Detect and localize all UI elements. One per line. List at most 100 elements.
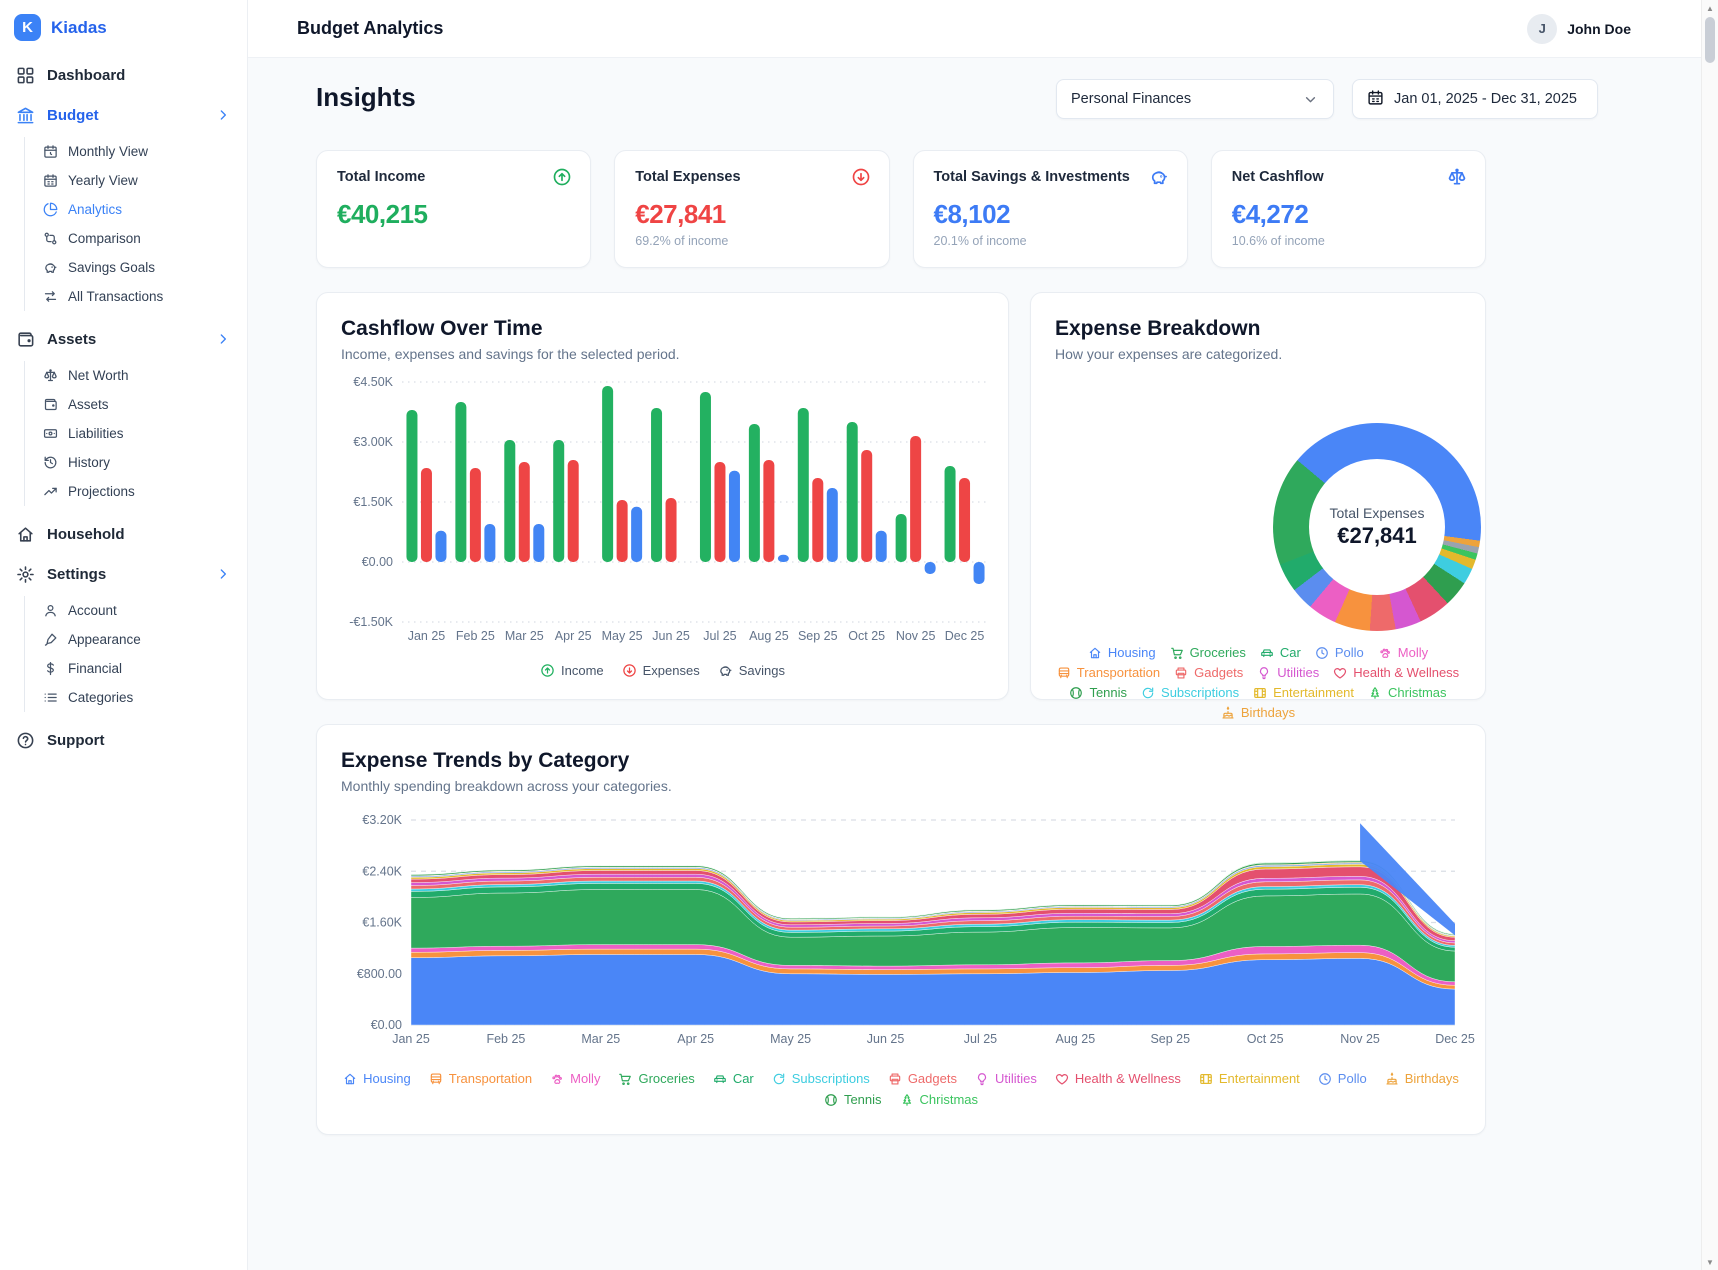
- legend-item-molly[interactable]: Molly: [1378, 645, 1428, 660]
- legend-item-transportation[interactable]: Transportation: [429, 1071, 532, 1086]
- legend-item-transportation[interactable]: Transportation: [1057, 665, 1160, 680]
- grid-icon: [17, 67, 34, 83]
- sidebar-item-yearly-view[interactable]: Yearly View: [37, 166, 239, 195]
- svg-text:€3.00K: €3.00K: [353, 435, 393, 449]
- scroll-up-icon[interactable]: ▲: [1706, 3, 1714, 13]
- sidebar-item-label: Comparison: [68, 231, 141, 246]
- upc-icon: [553, 168, 571, 186]
- sidebar-item-settings[interactable]: Settings: [8, 554, 239, 594]
- legend-item-christmas[interactable]: Christmas: [1368, 685, 1447, 700]
- sidebar-item-support[interactable]: Support: [8, 720, 239, 760]
- sidebar-item-dashboard[interactable]: Dashboard: [8, 55, 239, 95]
- sidebar-item-assets[interactable]: Assets: [8, 319, 239, 359]
- scope-select[interactable]: Personal Finances: [1056, 79, 1334, 119]
- legend-item-housing[interactable]: Housing: [1088, 645, 1156, 660]
- donut-center-label: Total Expenses: [1329, 505, 1425, 521]
- sidebar-item-net-worth[interactable]: Net Worth: [37, 361, 239, 390]
- stat-label: Total Savings & Investments: [933, 169, 1130, 185]
- legend-item-utilities[interactable]: Utilities: [975, 1071, 1037, 1086]
- svg-text:Nov 25: Nov 25: [896, 629, 936, 643]
- sidebar-item-all-transactions[interactable]: All Transactions: [37, 282, 239, 311]
- avatar[interactable]: J: [1527, 13, 1558, 44]
- legend-label: Pollo: [1337, 1071, 1367, 1086]
- sidebar-item-budget[interactable]: Budget: [8, 95, 239, 135]
- legend-item-subscriptions[interactable]: Subscriptions: [772, 1071, 870, 1086]
- legend-item-tennis[interactable]: Tennis: [824, 1092, 882, 1107]
- legend-item-pollo[interactable]: Pollo: [1315, 645, 1364, 660]
- legend-item-savings[interactable]: Savings: [718, 663, 785, 678]
- legend-item-housing[interactable]: Housing: [343, 1071, 411, 1086]
- legend-item-subscriptions[interactable]: Subscriptions: [1141, 685, 1239, 700]
- calendar-icon: [1368, 89, 1383, 105]
- legend-item-groceries[interactable]: Groceries: [618, 1071, 695, 1086]
- legend-item-gadgets[interactable]: Gadgets: [1174, 665, 1243, 680]
- cashflow-card: Cashflow Over Time Income, expenses and …: [316, 292, 1009, 700]
- pie-icon: [43, 202, 58, 217]
- user-name: John Doe: [1567, 20, 1631, 37]
- scrollbar-thumb[interactable]: [1705, 17, 1715, 63]
- svg-text:€0.00: €0.00: [362, 555, 393, 569]
- sidebar-item-assets[interactable]: Assets: [37, 390, 239, 419]
- sidebar-item-history[interactable]: History: [37, 448, 239, 477]
- legend-item-utilities[interactable]: Utilities: [1257, 665, 1319, 680]
- donut-center: Total Expenses €27,841: [1309, 459, 1445, 595]
- legend-item-pollo[interactable]: Pollo: [1318, 1071, 1367, 1086]
- legend-item-groceries[interactable]: Groceries: [1170, 645, 1246, 660]
- sidebar-item-household[interactable]: Household: [8, 514, 239, 554]
- legend-item-income[interactable]: Income: [540, 663, 604, 678]
- legend-item-entertainment[interactable]: Entertainment: [1199, 1071, 1300, 1086]
- legend-item-expenses[interactable]: Expenses: [622, 663, 700, 678]
- legend-item-molly[interactable]: Molly: [550, 1071, 600, 1086]
- sidebar-item-label: Support: [47, 731, 105, 749]
- legend-item-gadgets[interactable]: Gadgets: [888, 1071, 957, 1086]
- date-range-button[interactable]: Jan 01, 2025 - Dec 31, 2025: [1352, 79, 1598, 119]
- legend-item-car[interactable]: Car: [1260, 645, 1301, 660]
- sidebar-item-monthly-view[interactable]: Monthly View: [37, 137, 239, 166]
- sidebar-item-projections[interactable]: Projections: [37, 477, 239, 506]
- breakdown-title: Expense Breakdown: [1055, 317, 1261, 340]
- sidebar-item-label: History: [68, 455, 111, 470]
- legend-item-birthdays[interactable]: Birthdays: [1221, 705, 1295, 720]
- sidebar-item-analytics[interactable]: Analytics: [37, 195, 239, 224]
- legend-item-christmas[interactable]: Christmas: [900, 1092, 978, 1107]
- sidebar-item-label: Account: [68, 603, 117, 618]
- sidebar-item-appearance[interactable]: Appearance: [37, 625, 239, 654]
- scroll-down-icon[interactable]: ▼: [1706, 1257, 1714, 1267]
- legend-item-entertainment[interactable]: Entertainment: [1253, 685, 1354, 700]
- sidebar-item-label: Yearly View: [68, 173, 138, 188]
- legend-label: Birthdays: [1240, 705, 1296, 720]
- sidebar-item-categories[interactable]: Categories: [37, 683, 239, 712]
- sidebar-item-liabilities[interactable]: Liabilities: [37, 419, 239, 448]
- legend-item-health[interactable]: Health & Wellness: [1055, 1071, 1181, 1086]
- legend-label: Utilities: [1277, 665, 1320, 680]
- legend-label: Car: [1279, 645, 1301, 660]
- sidebar-item-account[interactable]: Account: [37, 596, 239, 625]
- piggy-icon: [1151, 171, 1167, 185]
- legend-item-health[interactable]: Health & Wellness: [1333, 665, 1459, 680]
- dollar-icon: [47, 661, 54, 676]
- legend-item-birthdays[interactable]: Birthdays: [1385, 1071, 1459, 1086]
- donut-chart[interactable]: Total Expenses €27,841: [1273, 423, 1481, 631]
- wallet-icon: [44, 398, 57, 411]
- sidebar-item-label: Settings: [47, 565, 107, 583]
- sidebar-item-comparison[interactable]: Comparison: [37, 224, 239, 253]
- paw-icon: [1380, 648, 1390, 658]
- cashflow-chart[interactable]: €4.50K €3.00K €1.50K €0.00 -€1.50K Jan 25 Feb …: [341, 362, 996, 652]
- sidebar-item-label: All Transactions: [68, 289, 164, 304]
- legend-label: Birthdays: [1404, 1071, 1459, 1086]
- sidebar-group-budget: Monthly View Yearly View Analytics Comparis…: [24, 137, 239, 311]
- scrollbar[interactable]: ▲ ▼: [1701, 0, 1718, 1270]
- banknote-icon: [43, 429, 58, 438]
- cake-icon: [1222, 706, 1234, 719]
- user-menu[interactable]: J John Doe: [1527, 13, 1631, 44]
- stat-cards: Total Income €40,215 Total Expenses €27,841…: [316, 150, 1486, 268]
- svg-text:€1.60K: €1.60K: [362, 916, 402, 930]
- tennis-icon: [1070, 686, 1083, 699]
- legend-item-car[interactable]: Car: [713, 1071, 754, 1086]
- sidebar-item-financial[interactable]: Financial: [37, 654, 239, 683]
- legend-item-tennis[interactable]: Tennis: [1069, 685, 1127, 700]
- chevron-right-icon: [220, 334, 226, 344]
- help-icon: [17, 732, 34, 748]
- sidebar-item-savings-goals[interactable]: Savings Goals: [37, 253, 239, 282]
